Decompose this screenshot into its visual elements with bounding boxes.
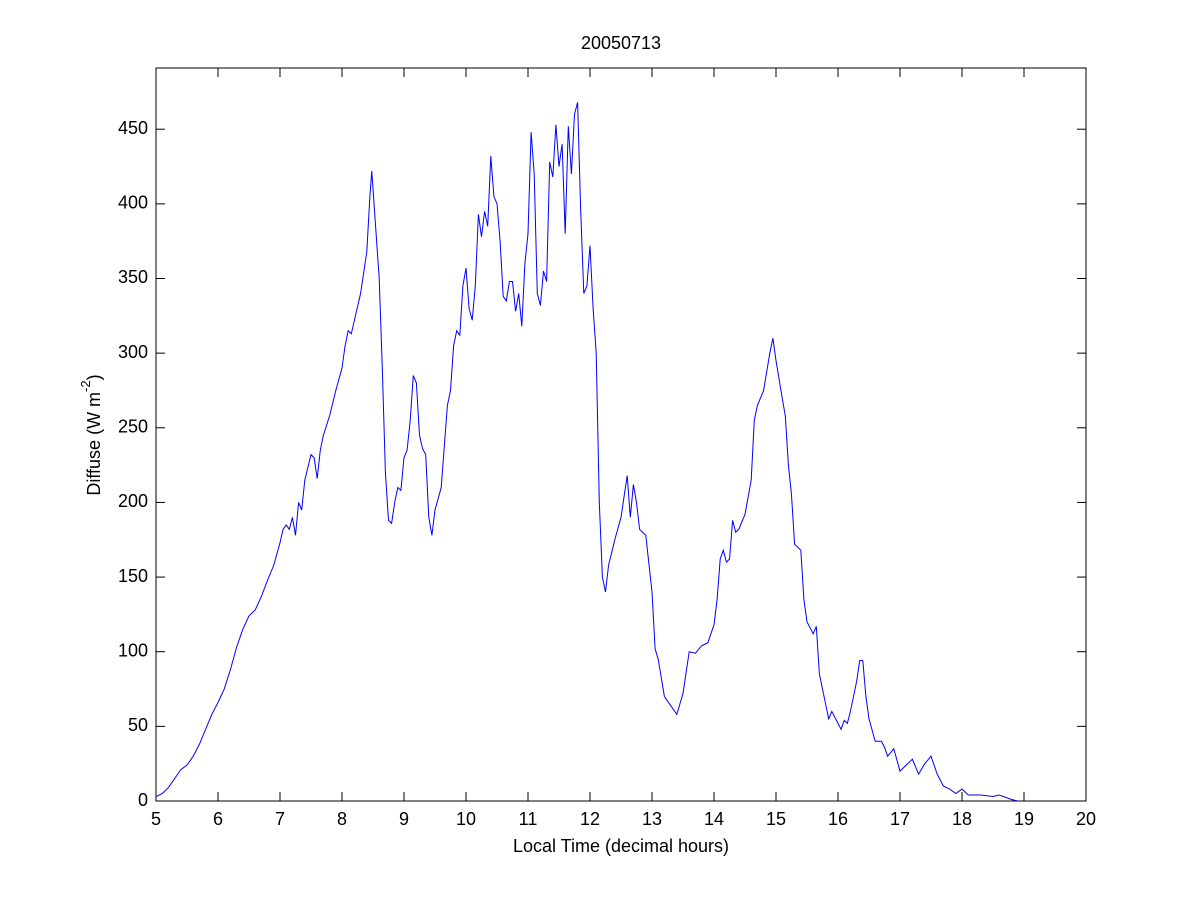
y-tick-label: 200 — [118, 491, 148, 511]
x-tick-label: 18 — [952, 809, 972, 829]
x-tick-label: 11 — [519, 809, 538, 829]
y-tick-label: 350 — [118, 267, 148, 287]
x-tick-label: 20 — [1076, 809, 1096, 829]
y-tick-label: 250 — [118, 417, 148, 437]
x-tick-label: 10 — [456, 809, 476, 829]
y-tick-label: 300 — [118, 342, 148, 362]
y-tick-label: 50 — [128, 715, 148, 735]
x-tick-label: 13 — [642, 809, 662, 829]
y-axis-label-end: ) — [84, 374, 104, 380]
x-tick-label: 15 — [766, 809, 786, 829]
x-tick-label: 16 — [828, 809, 848, 829]
y-tick-label: 450 — [118, 118, 148, 138]
y-axis-label: Diffuse (W m-2) — [78, 374, 103, 495]
plot-area — [155, 67, 1087, 802]
x-tick-label: 7 — [275, 809, 285, 829]
chart-title: 20050713 — [581, 33, 661, 53]
x-tick-label: 5 — [151, 809, 161, 829]
x-tick-label: 19 — [1014, 809, 1034, 829]
y-axis-label-main: Diffuse (W m — [84, 392, 104, 496]
x-tick-label: 12 — [580, 809, 600, 829]
x-tick-label: 9 — [399, 809, 409, 829]
x-tick-label: 17 — [890, 809, 910, 829]
x-tick-label: 14 — [704, 809, 724, 829]
x-tick-label: 6 — [213, 809, 223, 829]
x-axis-label: Local Time (decimal hours) — [513, 836, 729, 856]
x-tick-label: 8 — [337, 809, 347, 829]
y-tick-label: 400 — [118, 193, 148, 213]
y-tick-label: 0 — [138, 790, 148, 810]
y-tick-label: 150 — [118, 566, 148, 586]
y-axis-label-sup: -2 — [78, 380, 93, 392]
y-tick-label: 100 — [118, 640, 148, 660]
data-line — [155, 102, 1018, 802]
